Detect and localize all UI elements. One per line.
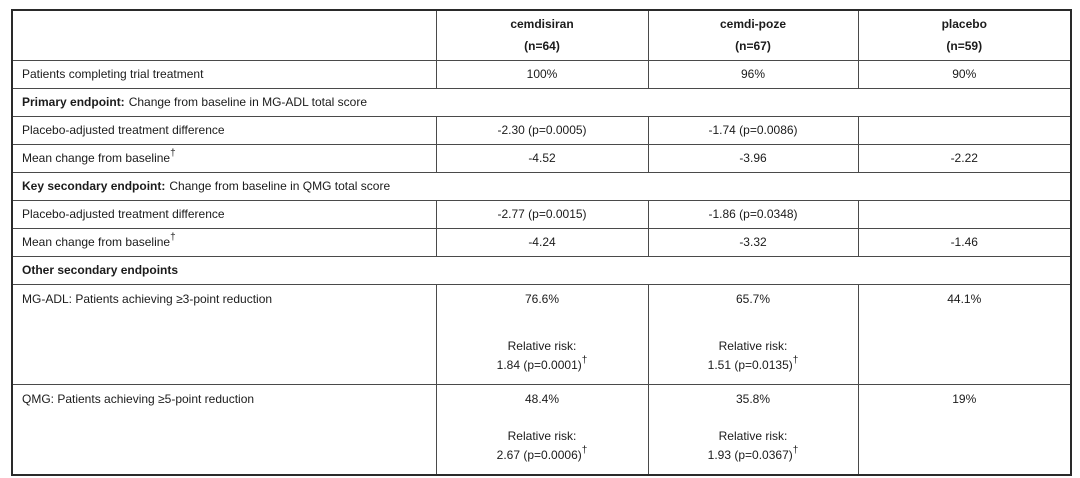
relative-risk-value: 2.67 (p=0.0006): [496, 447, 582, 462]
header-cemdisiran: cemdisiran (n=64): [435, 9, 649, 61]
relative-risk-block: Relative risk: 1.84 (p=0.0001)†: [497, 337, 588, 375]
value-mgadl-resp-placebo: 44.1%: [857, 283, 1072, 385]
relative-risk-value: 1.84 (p=0.0001): [496, 357, 582, 372]
dagger-mark: †: [792, 354, 799, 366]
value-qmg-diff-cemdisiran: -2.77 (p=0.0015): [435, 199, 649, 229]
relative-risk-block: Relative risk: 2.67 (p=0.0006)†: [497, 427, 588, 465]
value-qmg-resp-cemdisiran: 48.4% Relative risk: 2.67 (p=0.0006)†: [435, 383, 649, 475]
relative-risk-block: Relative risk: 1.51 (p=0.0135)†: [708, 337, 799, 375]
row-mgadl-treatment-difference: Placebo-adjusted treatment difference -2…: [11, 115, 1072, 145]
value-qmg-mean-cemdisiran: -4.24: [435, 227, 649, 257]
relative-risk-value-line: 2.67 (p=0.0006)†: [496, 444, 588, 465]
column-n-cemdi-poze: (n=67): [735, 39, 771, 54]
table-header-row: cemdisiran (n=64) cemdi-poze (n=67) plac…: [11, 9, 1072, 61]
value-mgadl-diff-cemdi-poze: -1.74 (p=0.0086): [647, 115, 859, 145]
responder-percentage: 65.7%: [735, 291, 771, 306]
responder-percentage: 19%: [952, 391, 977, 406]
row-mgadl-mean-change: Mean change from baseline† -4.52 -3.96 -…: [11, 143, 1072, 173]
row-mgadl-responders: MG-ADL: Patients achieving ≥3-point redu…: [11, 283, 1072, 385]
row-section-other-secondary: Other secondary endpoints: [11, 255, 1072, 285]
section-other-secondary: Other secondary endpoints: [11, 255, 1072, 285]
clinical-trial-results-table: cemdisiran (n=64) cemdi-poze (n=67) plac…: [11, 9, 1072, 476]
value-mgadl-resp-cemdi-poze: 65.7% Relative risk: 1.51 (p=0.0135)†: [647, 283, 859, 385]
value-qmg-diff-cemdi-poze: -1.86 (p=0.0348): [647, 199, 859, 229]
value-mgadl-diff-cemdisiran: -2.30 (p=0.0005): [435, 115, 649, 145]
label-qmg-mean-change: Mean change from baseline†: [11, 227, 437, 257]
section-primary-bold: Primary endpoint:: [22, 95, 125, 109]
responder-percentage: 44.1%: [947, 291, 982, 306]
cell-stack: 65.7% Relative risk: 1.51 (p=0.0135)†: [653, 292, 854, 375]
column-title-cemdi-poze: cemdi-poze: [719, 17, 786, 32]
label-patients-completing: Patients completing trial treatment: [11, 59, 437, 89]
value-mgadl-mean-placebo: -2.22: [857, 143, 1072, 173]
cell-stack: 44.1%: [863, 292, 1067, 375]
relative-risk-value-line: 1.51 (p=0.0135)†: [707, 354, 799, 375]
responder-percentage: 76.6%: [524, 291, 560, 306]
section-other-bold: Other secondary endpoints: [22, 263, 179, 277]
dagger-mark: †: [792, 444, 799, 456]
relative-risk-value-line: 1.84 (p=0.0001)†: [496, 354, 588, 375]
cell-stack: 19%: [863, 392, 1067, 465]
header-cemdi-poze: cemdi-poze (n=67): [647, 9, 859, 61]
value-mgadl-mean-cemdi-poze: -3.96: [647, 143, 859, 173]
cell-stack: 48.4% Relative risk: 2.67 (p=0.0006)†: [441, 392, 644, 465]
value-mgadl-resp-cemdisiran: 76.6% Relative risk: 1.84 (p=0.0001)†: [435, 283, 649, 385]
responder-percentage: 48.4%: [524, 391, 560, 406]
section-primary-text: Change from baseline in MG-ADL total sco…: [128, 95, 368, 109]
value-qmg-mean-cemdi-poze: -3.32: [647, 227, 859, 257]
header-empty-cell: [11, 9, 437, 61]
cell-stack: 76.6% Relative risk: 1.84 (p=0.0001)†: [441, 292, 644, 375]
row-qmg-responders: QMG: Patients achieving ≥5-point reducti…: [11, 383, 1072, 475]
value-completing-cemdisiran: 100%: [435, 59, 649, 89]
cell-stack: 35.8% Relative risk: 1.93 (p=0.0367)†: [653, 392, 854, 465]
value-mgadl-diff-placebo: [857, 115, 1072, 145]
relative-risk-value: 1.51 (p=0.0135): [707, 357, 793, 372]
label-mgadl-mean-change: Mean change from baseline†: [11, 143, 437, 173]
relative-risk-value: 1.93 (p=0.0367): [707, 447, 793, 462]
relative-risk-block: Relative risk: 1.93 (p=0.0367)†: [708, 427, 799, 465]
relative-risk-label: Relative risk:: [507, 338, 577, 353]
section-secondary-bold: Key secondary endpoint:: [22, 179, 166, 193]
dagger-mark: †: [170, 148, 176, 159]
row-section-key-secondary-endpoint: Key secondary endpoint: Change from basel…: [11, 171, 1072, 201]
dagger-mark: †: [581, 444, 588, 456]
section-secondary-text: Change from baseline in QMG total score: [169, 179, 391, 193]
relative-risk-value-line: 1.93 (p=0.0367)†: [707, 444, 799, 465]
column-n-cemdisiran: (n=64): [524, 39, 560, 54]
column-n-placebo: (n=59): [946, 39, 983, 54]
dagger-mark: †: [581, 354, 588, 366]
label-qmg-treatment-difference: Placebo-adjusted treatment difference: [11, 199, 437, 229]
label-mgadl-mean-text: Mean change from baseline: [22, 151, 171, 165]
label-mgadl-treatment-difference: Placebo-adjusted treatment difference: [11, 115, 437, 145]
responder-percentage: 35.8%: [735, 391, 771, 406]
section-key-secondary-endpoint: Key secondary endpoint: Change from basel…: [11, 171, 1072, 201]
relative-risk-label: Relative risk:: [507, 428, 577, 443]
value-mgadl-mean-cemdisiran: -4.52: [435, 143, 649, 173]
row-qmg-treatment-difference: Placebo-adjusted treatment difference -2…: [11, 199, 1072, 229]
label-qmg-responders: QMG: Patients achieving ≥5-point reducti…: [11, 383, 437, 475]
row-section-primary-endpoint: Primary endpoint: Change from baseline in…: [11, 87, 1072, 117]
section-primary-endpoint: Primary endpoint: Change from baseline in…: [11, 87, 1072, 117]
column-title-cemdisiran: cemdisiran: [510, 17, 574, 32]
value-qmg-mean-placebo: -1.46: [857, 227, 1072, 257]
relative-risk-label: Relative risk:: [718, 338, 788, 353]
label-qmg-mean-text: Mean change from baseline: [22, 235, 171, 249]
column-title-placebo: placebo: [941, 17, 987, 32]
row-patients-completing: Patients completing trial treatment 100%…: [11, 59, 1072, 89]
value-qmg-diff-placebo: [857, 199, 1072, 229]
value-qmg-resp-cemdi-poze: 35.8% Relative risk: 1.93 (p=0.0367)†: [647, 383, 859, 475]
relative-risk-label: Relative risk:: [718, 428, 788, 443]
dagger-mark: †: [170, 232, 176, 243]
value-completing-placebo: 90%: [857, 59, 1072, 89]
value-completing-cemdi-poze: 96%: [647, 59, 859, 89]
label-mgadl-responders: MG-ADL: Patients achieving ≥3-point redu…: [11, 283, 437, 385]
header-placebo: placebo (n=59): [857, 9, 1072, 61]
value-qmg-resp-placebo: 19%: [857, 383, 1072, 475]
row-qmg-mean-change: Mean change from baseline† -4.24 -3.32 -…: [11, 227, 1072, 257]
